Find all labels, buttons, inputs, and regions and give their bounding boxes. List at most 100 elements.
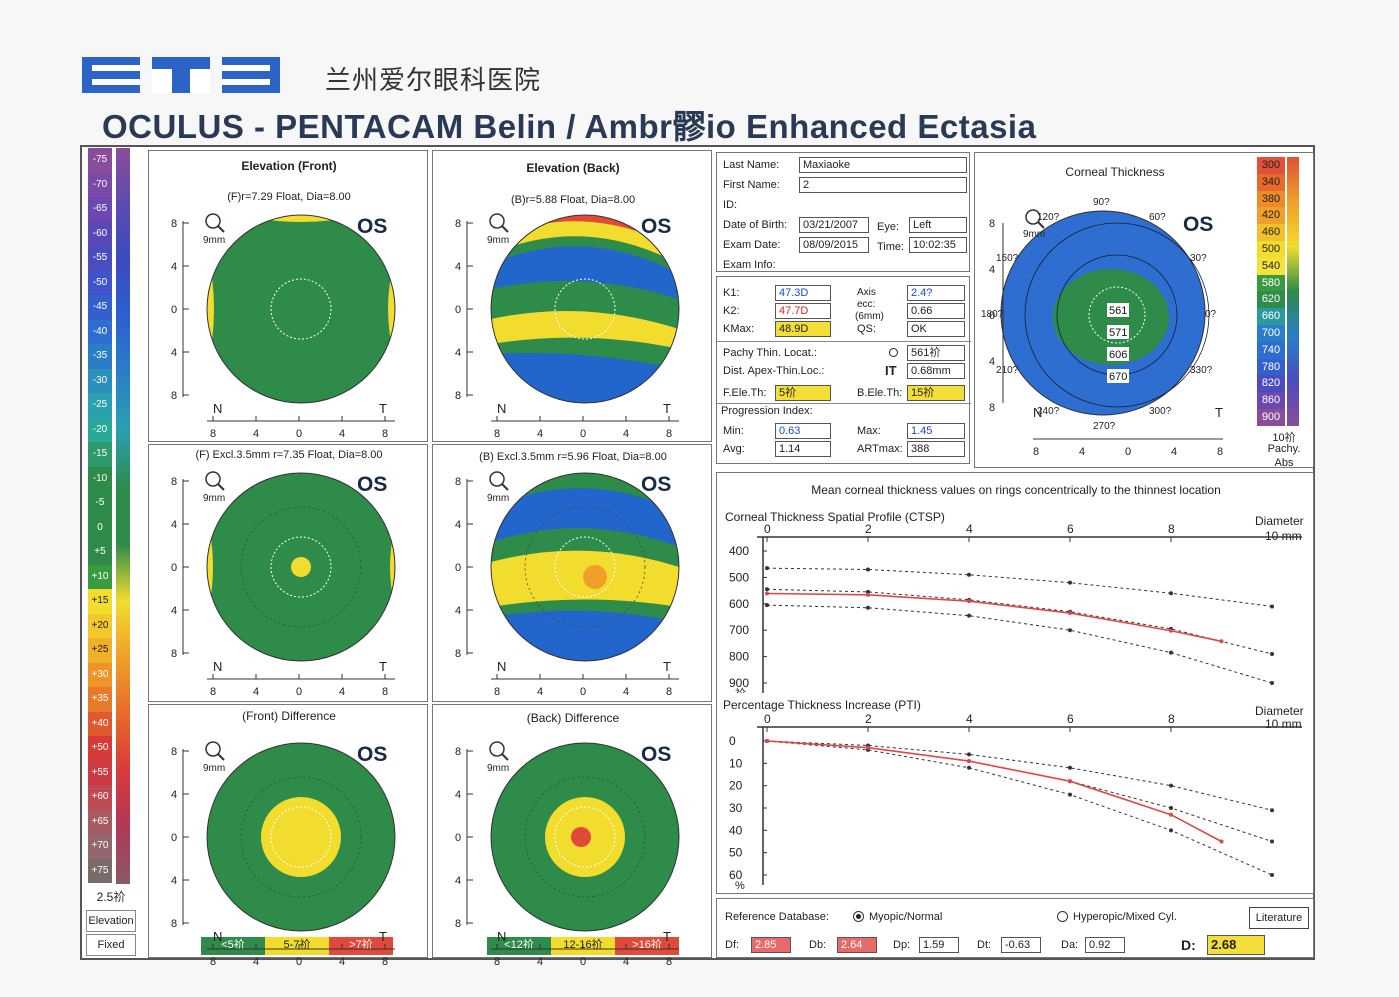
artmax-value: 388 xyxy=(907,441,965,457)
x-tick: 8 xyxy=(494,686,500,698)
ct-eye-label: OS xyxy=(1183,213,1213,236)
series-point xyxy=(1219,839,1224,844)
y-tick: 4 xyxy=(455,605,461,617)
ct-y-tick: 8 xyxy=(989,402,995,414)
time-value: 10:02:35 xyxy=(909,237,967,253)
magnifier-icon[interactable] xyxy=(205,213,225,233)
reference-label: Reference Database: xyxy=(725,911,829,923)
back-excl-subtitle: (B) Excl.3.5mm r=5.96 Float, Dia=8.00 xyxy=(479,451,667,463)
back-legend-high: >16祄 xyxy=(615,937,679,955)
ct-y-tick: 4 xyxy=(989,264,995,276)
ct-nasal: N xyxy=(1033,405,1042,420)
last-name-label: Last Name: xyxy=(723,159,780,171)
y-tick-label: 600 xyxy=(729,597,749,611)
scale-value: -20 xyxy=(88,417,112,442)
last-name-value: Maxiaoke xyxy=(799,157,967,173)
y-tick: 4 xyxy=(171,605,177,617)
literature-button[interactable]: Literature xyxy=(1249,907,1309,929)
exam-date-value: 08/09/2015 xyxy=(799,237,869,253)
pachy-scale-value: 660 xyxy=(1257,308,1285,325)
scale-value: +65 xyxy=(88,809,112,834)
x-tick: 8 xyxy=(666,428,672,440)
scale-value: +75 xyxy=(88,858,112,883)
da-label: Da: xyxy=(1061,939,1079,951)
series-point xyxy=(1068,779,1072,784)
scale-value: -50 xyxy=(88,270,112,295)
series-point xyxy=(967,599,971,604)
corneal-thickness-panel: Corneal Thickness 561 571 606 670 90? 60? 30? 0… xyxy=(974,152,1314,469)
magnifier-icon[interactable] xyxy=(489,471,509,491)
y-tick-label: 700 xyxy=(729,623,749,637)
ct-y-tick: 0 xyxy=(989,310,995,322)
scale-value: +25 xyxy=(88,638,112,663)
scale-fixed[interactable]: Fixed xyxy=(86,934,136,956)
scale-value: +5 xyxy=(88,540,112,565)
ct-angle-label: 120? xyxy=(1037,212,1060,223)
ct-angle-label: 270? xyxy=(1093,421,1116,432)
front-legend-high: >7祄 xyxy=(329,937,393,955)
map-size-label: 9mm xyxy=(203,493,225,504)
progression-label: Progression Index: xyxy=(721,405,813,417)
pachy-scale-value: 780 xyxy=(1257,358,1285,376)
scale-value: -10 xyxy=(88,466,112,491)
panel-front-excl: (F) Excl.3.5mm r=7.35 Float, Dia=8.00 8 4… xyxy=(148,444,428,702)
pti-x-label: Diameter xyxy=(1255,704,1304,718)
magnifier-icon[interactable] xyxy=(205,471,225,491)
first-name-value: 2 xyxy=(799,177,967,193)
ct-angle-label: 30? xyxy=(1190,253,1207,264)
dt-label: Dt: xyxy=(977,939,992,951)
magnifier-icon[interactable] xyxy=(489,741,509,761)
x-tick: 0 xyxy=(580,428,586,440)
series-point xyxy=(765,587,769,592)
max-value: 1.45 xyxy=(907,423,965,439)
myopic-radio[interactable] xyxy=(853,911,864,922)
patient-series-line xyxy=(766,592,1222,643)
pachy-scale-abs: Abs xyxy=(1274,457,1294,469)
x-tick: 8 xyxy=(210,686,216,698)
magnifier-icon[interactable] xyxy=(205,741,225,761)
ct-value: 571 xyxy=(1109,327,1127,339)
ct-angle-label: 150? xyxy=(996,253,1019,264)
pachy-scale-value: 900 xyxy=(1257,409,1285,426)
x-tick: 8 xyxy=(666,956,672,968)
series-point xyxy=(967,613,971,618)
x-tick-label: 6 xyxy=(1067,523,1074,536)
y-tick: 4 xyxy=(455,261,461,273)
ct-value-box xyxy=(1107,303,1129,317)
nasal-label: N xyxy=(497,401,506,416)
ct-y-tick: 4 xyxy=(989,356,995,368)
eye-logo xyxy=(82,55,282,95)
nasal-label: N xyxy=(213,659,222,674)
magnifier-icon[interactable] xyxy=(489,213,509,233)
min-value: 0.63 xyxy=(775,423,831,439)
x-tick: 4 xyxy=(253,686,259,698)
qs-label: QS: xyxy=(857,323,876,335)
scale-value: +70 xyxy=(88,834,112,859)
magnifier-icon[interactable] xyxy=(1025,209,1045,229)
fele-value: 5祄 xyxy=(775,385,831,401)
min-label: Min: xyxy=(723,425,744,437)
front-difference-title: (Front) Difference xyxy=(242,709,336,723)
hyperopic-radio[interactable] xyxy=(1057,911,1068,922)
dt-value: -0.63 xyxy=(1001,937,1041,953)
charts-header: Mean corneal thickness values on rings c… xyxy=(811,483,1221,497)
y-tick: 4 xyxy=(171,519,177,531)
bele-label: B.Ele.Th: xyxy=(857,387,903,399)
front-difference-legend: <5祄 5-7祄 >7祄 xyxy=(201,937,393,955)
series-point xyxy=(765,591,769,596)
ct-x-tick: 8 xyxy=(1217,446,1223,458)
y-tick: 8 xyxy=(455,390,461,402)
pachy-thin-label: Pachy Thin. Locat.: xyxy=(723,347,817,359)
series-point xyxy=(866,745,870,750)
scale-value: +35 xyxy=(88,687,112,712)
series-point xyxy=(1270,651,1274,656)
ct-size-label: 9mm xyxy=(1023,229,1045,240)
series-point xyxy=(1270,873,1274,877)
scale-mode-elevation[interactable]: Elevation xyxy=(86,910,136,932)
eye-os-label: OS xyxy=(357,215,387,238)
series-point xyxy=(1169,812,1173,817)
x-tick-label: 4 xyxy=(966,523,973,536)
panel-front-difference: (Front) Difference <5祄 5-7祄 >7祄 8 4 0 4 8 8 4 0… xyxy=(148,704,428,968)
scale-value: -45 xyxy=(88,295,112,320)
map-size-label: 9mm xyxy=(487,493,509,504)
